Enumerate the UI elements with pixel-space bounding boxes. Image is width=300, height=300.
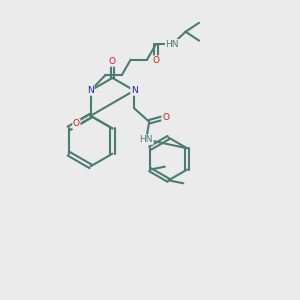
Text: O: O bbox=[109, 57, 116, 66]
Text: HN: HN bbox=[166, 40, 179, 49]
Text: O: O bbox=[73, 119, 80, 128]
Text: N: N bbox=[131, 86, 138, 95]
Text: O: O bbox=[162, 113, 169, 122]
Text: HN: HN bbox=[140, 135, 153, 144]
Text: O: O bbox=[152, 56, 159, 65]
Text: N: N bbox=[87, 86, 94, 95]
